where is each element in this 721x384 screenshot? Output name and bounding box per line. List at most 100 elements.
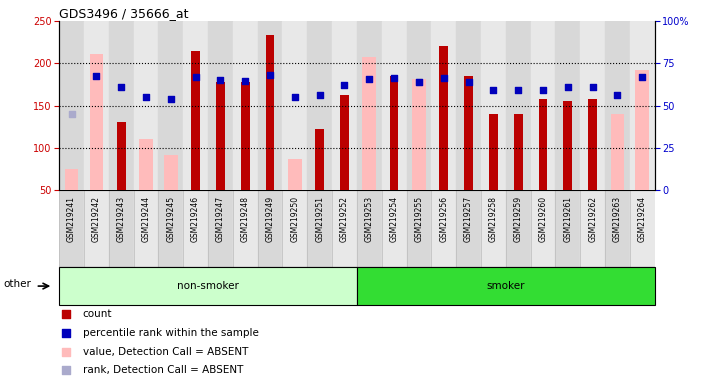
Bar	[605, 21, 630, 190]
Point	[61, 367, 72, 373]
Bar	[381, 21, 407, 190]
Bar	[84, 190, 109, 267]
Bar	[216, 82, 225, 190]
Bar	[191, 51, 200, 190]
Bar	[288, 159, 301, 190]
Bar	[630, 190, 655, 267]
Bar	[514, 114, 523, 190]
Bar	[266, 35, 275, 190]
Point	[61, 311, 72, 317]
Bar	[456, 21, 481, 190]
Bar	[580, 190, 605, 267]
Bar	[431, 21, 456, 190]
Bar	[605, 190, 630, 267]
Bar	[65, 169, 79, 190]
Text: GSM219244: GSM219244	[141, 196, 151, 242]
Point	[537, 87, 549, 93]
Bar	[412, 79, 426, 190]
Text: GSM219253: GSM219253	[365, 196, 373, 242]
Point	[215, 77, 226, 83]
Point	[314, 91, 325, 98]
Bar	[506, 190, 531, 267]
Bar	[133, 21, 159, 190]
Text: GSM219252: GSM219252	[340, 196, 349, 242]
Point	[611, 91, 623, 98]
Text: GSM219241: GSM219241	[67, 196, 76, 242]
Bar	[89, 54, 103, 190]
Text: GSM219250: GSM219250	[291, 196, 299, 242]
Point	[239, 78, 251, 84]
Bar	[109, 190, 133, 267]
Bar	[332, 190, 357, 267]
Point	[289, 94, 301, 100]
Bar	[439, 46, 448, 190]
Bar	[332, 21, 357, 190]
Bar	[307, 21, 332, 190]
Point	[413, 79, 425, 85]
Point	[265, 72, 276, 78]
Bar	[481, 190, 506, 267]
Point	[487, 87, 499, 93]
Bar	[59, 267, 357, 305]
Point	[587, 84, 598, 90]
Point	[438, 74, 449, 81]
Bar	[635, 70, 649, 190]
Bar	[431, 190, 456, 267]
Bar	[59, 190, 84, 267]
Point	[562, 84, 574, 90]
Text: rank, Detection Call = ABSENT: rank, Detection Call = ABSENT	[82, 365, 243, 375]
Bar	[84, 21, 109, 190]
Point	[363, 76, 375, 82]
Bar	[555, 190, 580, 267]
Bar	[381, 190, 407, 267]
Point	[165, 96, 177, 102]
Bar	[233, 21, 257, 190]
Bar	[208, 190, 233, 267]
Bar	[283, 190, 307, 267]
Bar	[283, 21, 307, 190]
Text: GSM219254: GSM219254	[389, 196, 399, 242]
Point	[91, 73, 102, 79]
Text: GSM219262: GSM219262	[588, 196, 597, 242]
Point	[115, 84, 127, 90]
Bar	[208, 21, 233, 190]
Bar	[109, 21, 133, 190]
Text: GSM219255: GSM219255	[415, 196, 423, 242]
Text: other: other	[3, 279, 31, 289]
Bar	[233, 190, 257, 267]
Bar	[241, 82, 249, 190]
Point	[389, 74, 400, 81]
Bar	[489, 114, 497, 190]
Text: GSM219257: GSM219257	[464, 196, 473, 242]
Bar	[183, 190, 208, 267]
Text: smoker: smoker	[487, 281, 525, 291]
Bar	[407, 190, 431, 267]
Point	[463, 79, 474, 85]
Bar	[531, 21, 555, 190]
Point	[61, 330, 72, 336]
Bar	[257, 190, 283, 267]
Point	[513, 87, 524, 93]
Bar	[588, 99, 597, 190]
Text: GSM219242: GSM219242	[92, 196, 101, 242]
Text: count: count	[82, 309, 112, 319]
Bar	[363, 58, 376, 190]
Text: GSM219264: GSM219264	[638, 196, 647, 242]
Text: GDS3496 / 35666_at: GDS3496 / 35666_at	[59, 7, 189, 20]
Text: GSM219243: GSM219243	[117, 196, 125, 242]
Bar	[159, 21, 183, 190]
Point	[66, 111, 77, 117]
Text: GSM219260: GSM219260	[539, 196, 547, 242]
Text: non-smoker: non-smoker	[177, 281, 239, 291]
Text: GSM219248: GSM219248	[241, 196, 249, 242]
Bar	[59, 21, 84, 190]
Text: GSM219256: GSM219256	[439, 196, 448, 242]
Bar	[357, 267, 655, 305]
Text: GSM219261: GSM219261	[563, 196, 572, 242]
Bar	[133, 190, 159, 267]
Point	[339, 82, 350, 88]
Text: GSM219245: GSM219245	[167, 196, 175, 242]
Point	[637, 74, 648, 80]
Bar	[630, 21, 655, 190]
Bar	[506, 21, 531, 190]
